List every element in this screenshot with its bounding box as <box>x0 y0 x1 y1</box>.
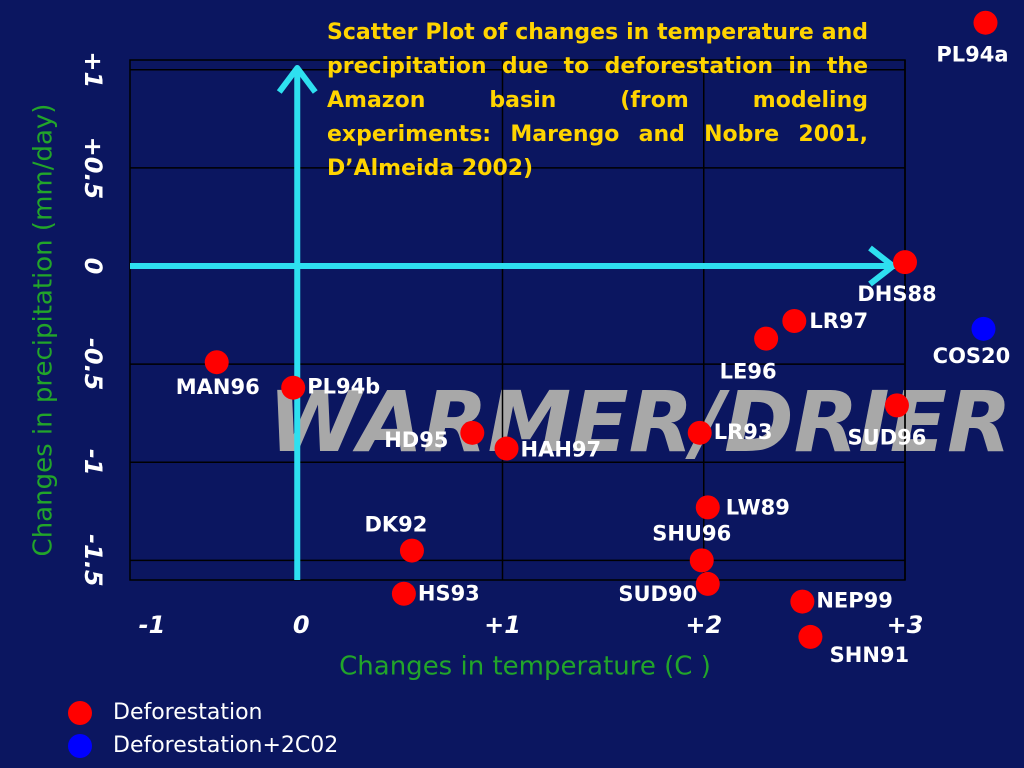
point-label: LR97 <box>809 309 868 333</box>
point-label: COS20 <box>933 344 1011 368</box>
legend-marker <box>68 701 92 725</box>
point-label: HD95 <box>384 428 448 452</box>
x-tick-label: +2 <box>685 611 722 639</box>
point-label: PL94b <box>307 375 380 399</box>
point <box>494 436 519 461</box>
y-tick-label: -0.5 <box>79 338 107 390</box>
point-label: SUD96 <box>848 425 927 449</box>
point <box>790 589 815 614</box>
point-label: LE96 <box>720 360 777 384</box>
point-label: PL94a <box>936 43 1008 67</box>
annotation: WARMER/DRIER <box>268 373 1011 471</box>
x-tick-label: +1 <box>484 611 521 639</box>
legend-marker <box>68 734 92 758</box>
chart-title: Scatter Plot of changes in temperature a… <box>327 20 868 181</box>
y-tick-label: -1.5 <box>79 534 107 586</box>
y-tick-label: 0 <box>79 258 107 275</box>
y-axis-title: Changes in precipitation (mm/day) <box>29 104 59 557</box>
point-label: HAH97 <box>521 438 602 462</box>
point <box>798 624 823 649</box>
point-label: DK92 <box>364 513 427 537</box>
point-label: HS93 <box>418 582 480 606</box>
point <box>782 308 807 333</box>
point <box>695 571 720 596</box>
x-tick-label: -1 <box>139 611 166 639</box>
legend-label: Deforestation+2C02 <box>113 733 338 758</box>
point <box>281 375 306 400</box>
point <box>973 10 998 35</box>
x-tick-label: 0 <box>293 611 310 639</box>
y-tick-label: +1 <box>79 51 107 88</box>
legend-label: Deforestation <box>113 700 263 725</box>
point-label: DHS88 <box>857 282 936 306</box>
point-label: SUD90 <box>618 582 697 606</box>
point <box>399 538 424 563</box>
point-label: MAN96 <box>176 375 260 399</box>
point <box>204 350 229 375</box>
point <box>391 581 416 606</box>
x-arrowhead <box>868 245 896 287</box>
y-tick-label: +0.5 <box>79 137 107 200</box>
point-label: LR93 <box>714 420 773 444</box>
point <box>687 420 712 445</box>
point <box>689 548 714 573</box>
y-tick-label: -1 <box>79 449 107 476</box>
x-tick-label: +3 <box>887 611 924 639</box>
point <box>460 420 485 445</box>
y-arrowhead <box>276 65 318 94</box>
x-axis-title: Changes in temperature (C ) <box>339 652 711 682</box>
point-label: SHU96 <box>652 521 731 545</box>
point-label: NEP99 <box>816 589 893 613</box>
point <box>893 250 917 275</box>
point-label: SHN91 <box>830 643 910 667</box>
point <box>884 393 909 418</box>
point-label: LW89 <box>726 495 790 519</box>
point <box>695 495 720 520</box>
point <box>971 316 996 341</box>
point <box>754 326 779 351</box>
